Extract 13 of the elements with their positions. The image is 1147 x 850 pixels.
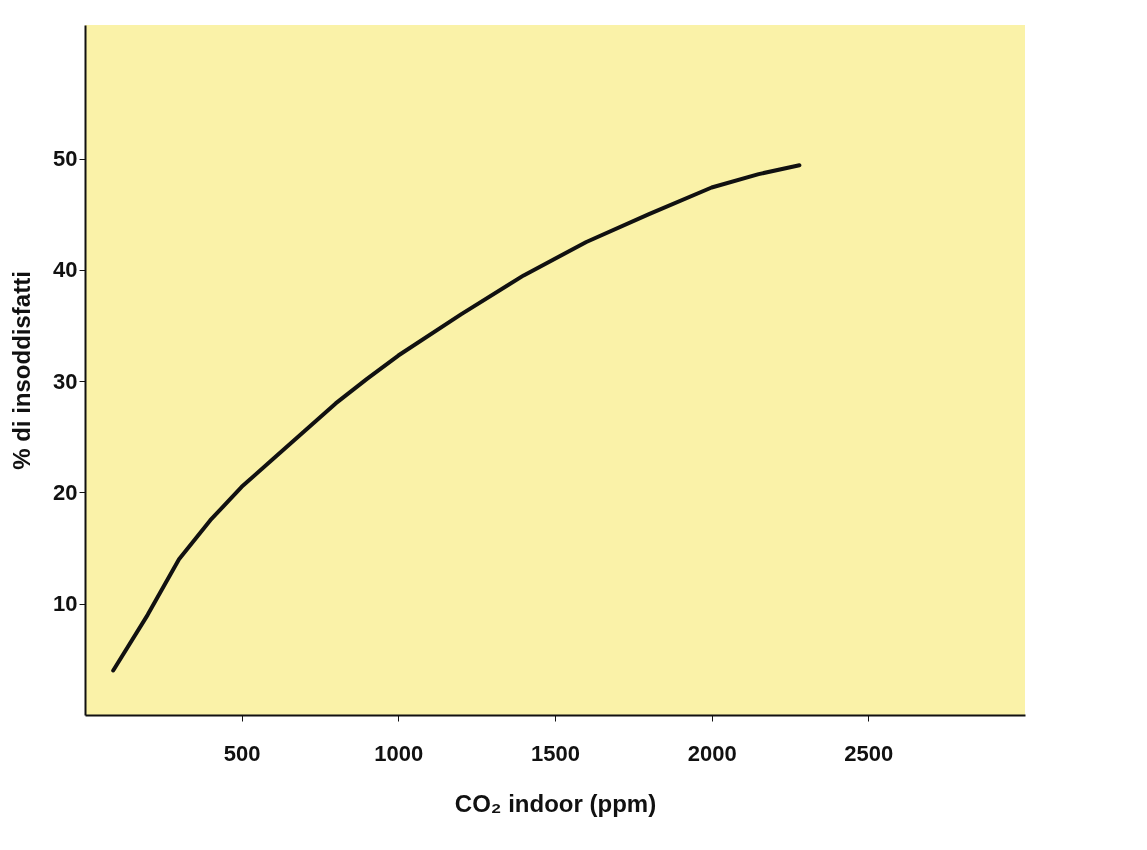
y-tick-label: 10 [53, 591, 78, 617]
x-tick-label: 2000 [687, 740, 737, 766]
y-axis-title: % di insoddisfatti [8, 271, 36, 470]
y-tick-label: 30 [53, 368, 78, 394]
y-tick-label: 50 [53, 146, 78, 172]
x-tick-label: 2500 [844, 740, 894, 766]
y-tick-label: 40 [53, 257, 78, 283]
x-tick-label: 1000 [374, 740, 424, 766]
y-tick-label: 20 [53, 479, 78, 505]
x-axis-title: CO₂ indoor (ppm) [454, 789, 657, 817]
x-tick-label: 1500 [531, 740, 580, 766]
line-series [111, 163, 802, 673]
x-tick-label: 500 [223, 740, 261, 766]
